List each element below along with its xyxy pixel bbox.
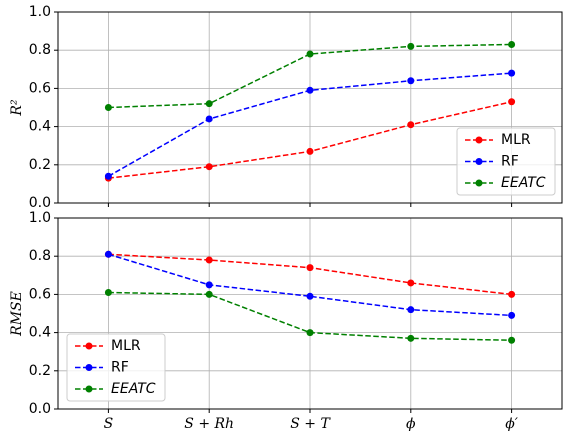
legend-box [66, 333, 166, 402]
marker [407, 334, 415, 342]
legend-marker [85, 342, 93, 350]
plot-frame [57, 11, 563, 204]
y-tick-label: 0.2 [29, 363, 51, 379]
marker [306, 292, 314, 300]
y-tick-label: 0.6 [29, 286, 51, 302]
marker [306, 86, 314, 94]
marker [104, 250, 112, 258]
marker [407, 77, 415, 85]
marker [407, 279, 415, 287]
legend-label: RF [501, 154, 519, 170]
marker [306, 329, 314, 337]
marker [104, 288, 112, 296]
marker [508, 98, 516, 106]
x-tick-label: S [104, 416, 114, 432]
marker [205, 115, 213, 123]
marker [508, 336, 516, 344]
legend-label: EEATC [501, 175, 546, 191]
marker [508, 40, 516, 48]
legend-label: MLR [111, 338, 141, 354]
marker [205, 100, 213, 108]
panel: 0.0 0.2 0.4 0.6 0.8 1.0 R² MLR RF EEATC [9, 4, 563, 211]
marker [104, 104, 112, 111]
legend-marker [475, 179, 483, 187]
marker [407, 42, 415, 50]
y-tick-label: 0.8 [29, 248, 51, 264]
y-tick-label: 0.4 [29, 325, 51, 341]
marker [205, 163, 213, 171]
y-tick-label: 0.0 [29, 195, 51, 211]
marker [104, 172, 112, 180]
x-tick-label: ϕ [406, 416, 416, 432]
panel: 0.0 0.2 0.4 0.6 0.8 1.0 S S + Rh S + T ϕ ϕ′ RMSE MLR… [9, 210, 563, 432]
marker [407, 306, 415, 314]
marker [205, 281, 213, 289]
marker [508, 311, 516, 319]
marker [306, 264, 314, 272]
legend-box [456, 127, 556, 196]
legend-label: EEATC [111, 381, 156, 397]
legend-marker [85, 385, 93, 393]
marker [407, 121, 415, 129]
marker [306, 50, 314, 58]
plot-frame [57, 217, 563, 410]
marker [508, 290, 516, 298]
y-tick-label: 1.0 [29, 210, 51, 226]
x-tick-label: ϕ′ [505, 416, 519, 432]
legend-label: MLR [501, 132, 531, 148]
y-tick-label: 0.2 [29, 157, 51, 173]
marker [508, 69, 516, 77]
marker [306, 147, 314, 155]
y-tick-label: 0.4 [29, 119, 51, 135]
legend-marker [475, 158, 483, 165]
y-tick-label: 0.8 [29, 42, 51, 58]
marker [205, 290, 213, 298]
x-tick-label: S + Rh [184, 416, 234, 432]
y-tick-label: 0.6 [29, 80, 51, 96]
y-axis-label: RMSE [9, 291, 25, 337]
y-axis-label: R² [9, 99, 25, 117]
legend-marker [85, 364, 93, 371]
legend-marker [475, 136, 483, 144]
x-tick-label: S + T [290, 416, 331, 432]
y-tick-label: 0.0 [29, 401, 51, 417]
y-tick-label: 1.0 [29, 4, 51, 20]
legend-label: RF [111, 360, 129, 376]
marker [205, 256, 213, 264]
